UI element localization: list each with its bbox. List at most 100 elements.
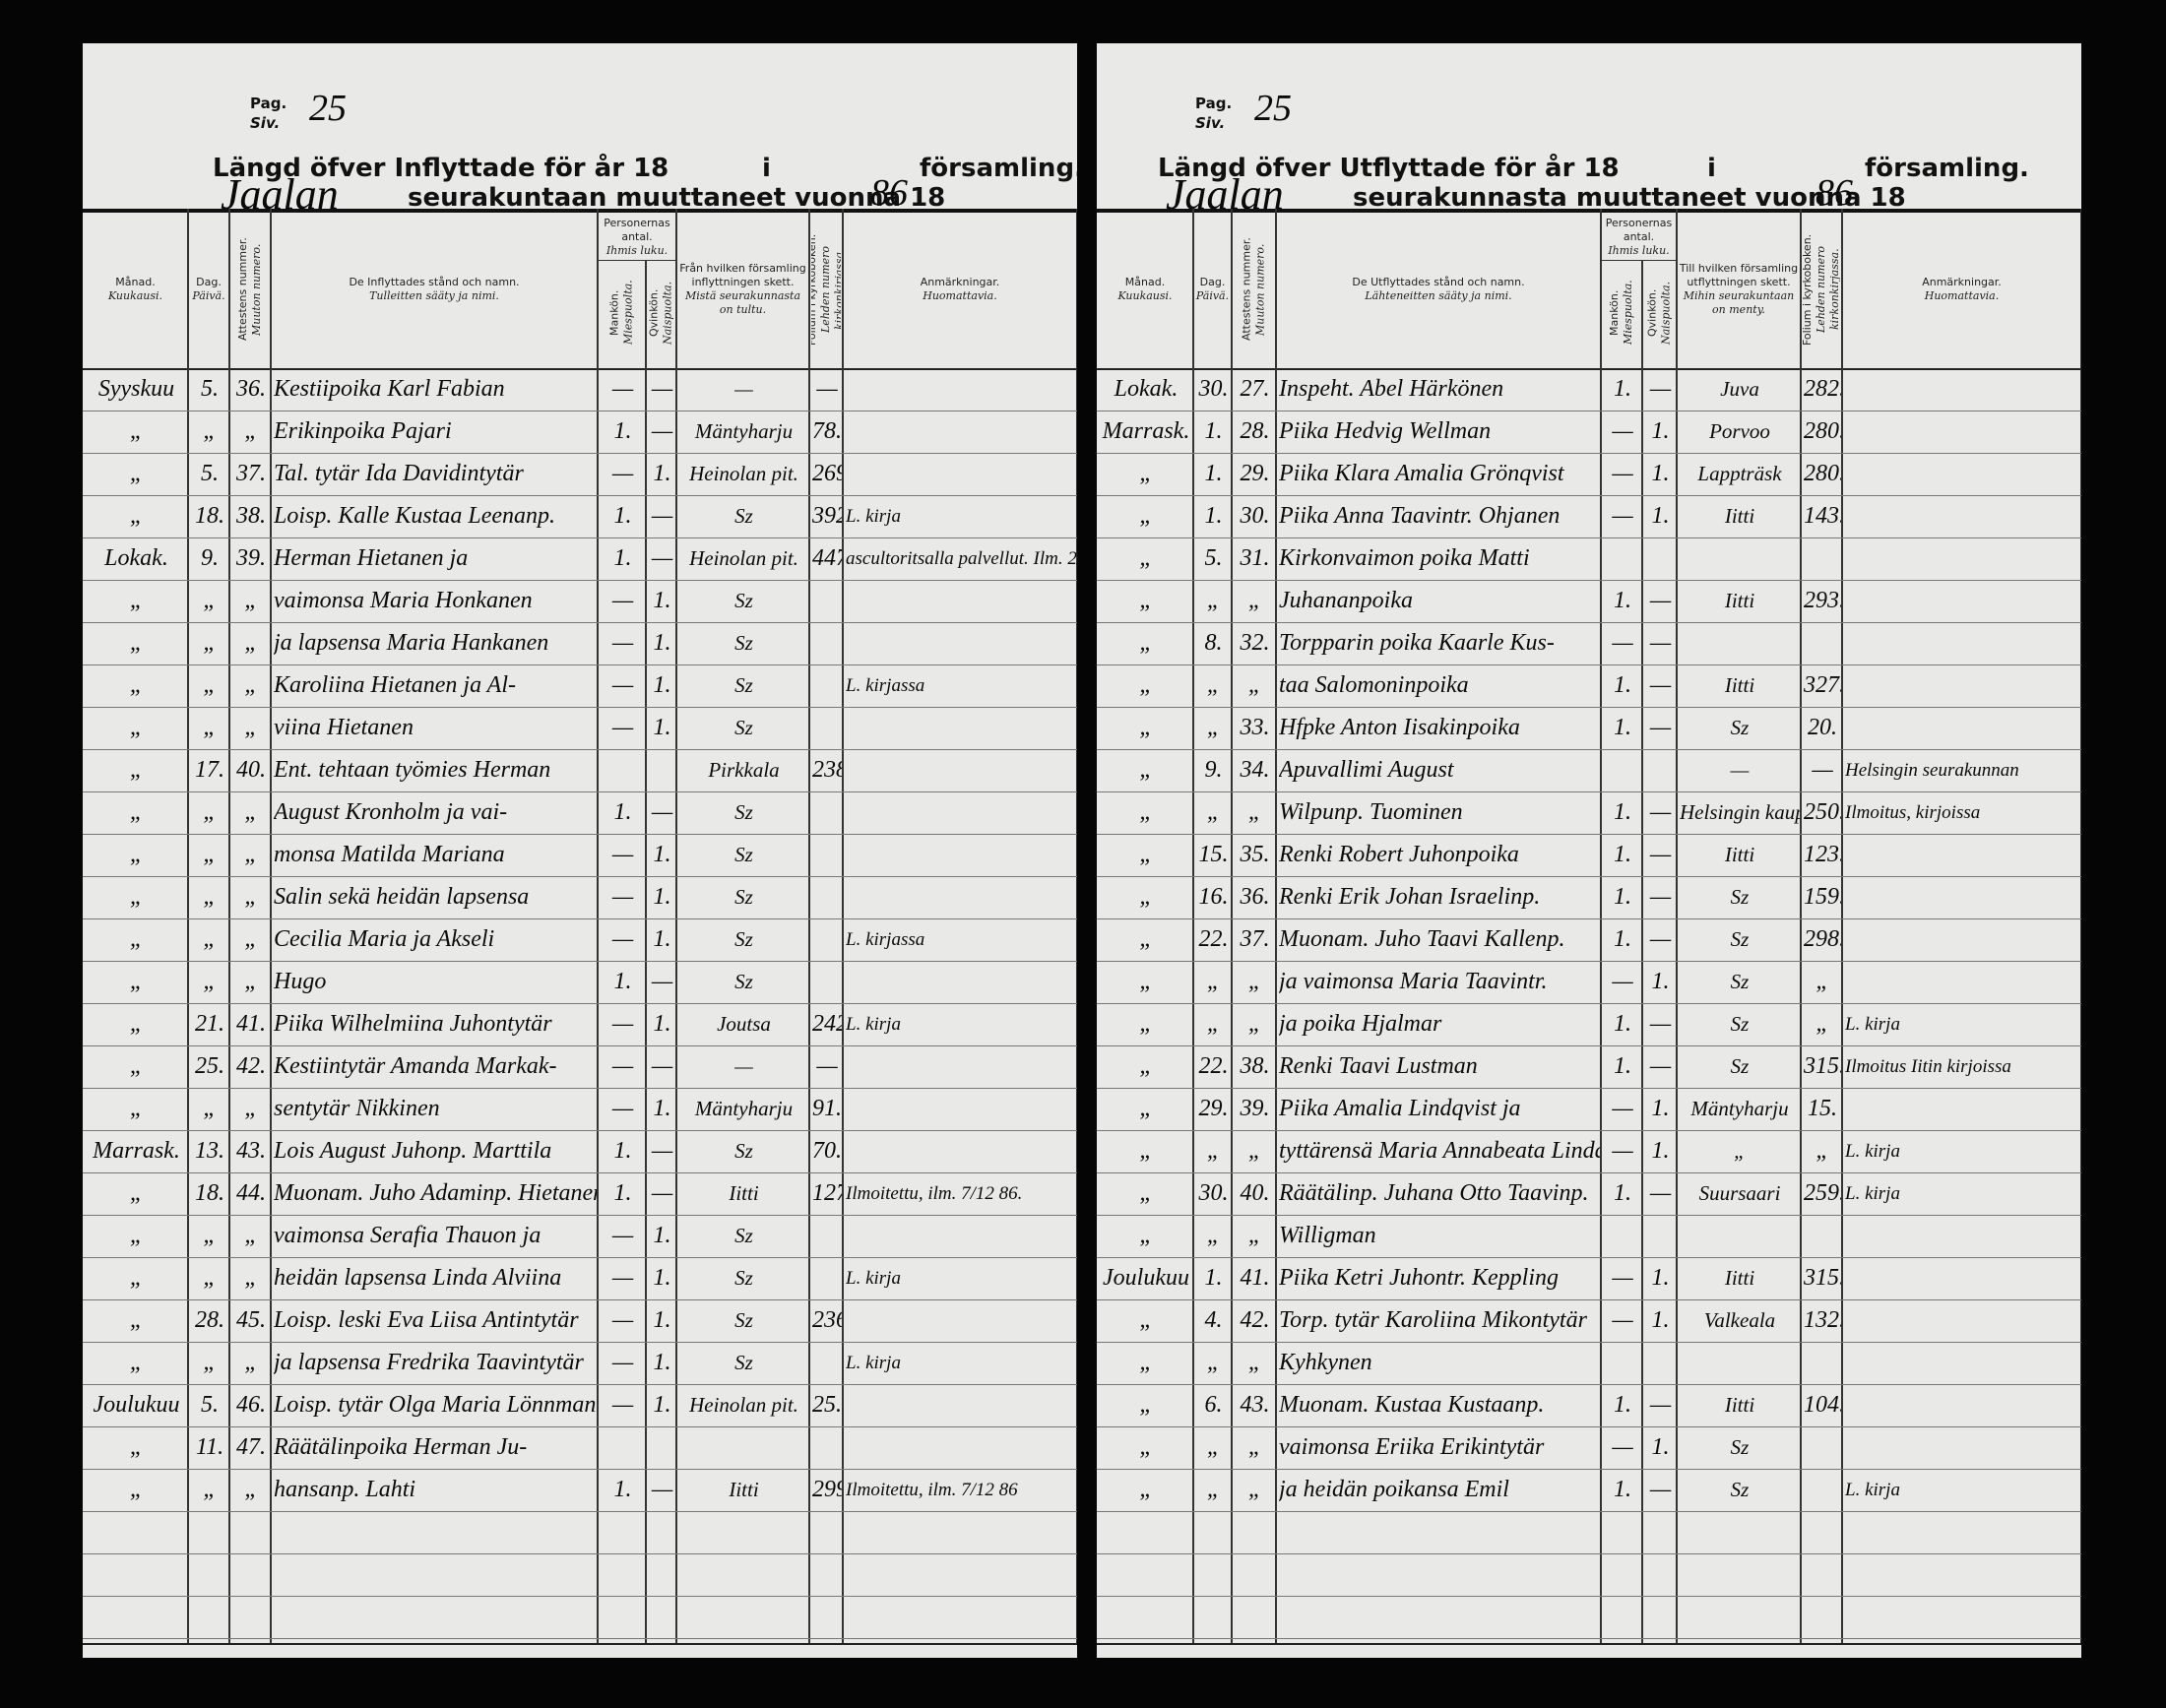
entry-cell: „ [203,1350,217,1375]
entry-cell: Sz [734,970,753,993]
bottom-rule [83,1643,1077,1645]
row-rule [83,1426,1077,1427]
entry-cell: 1. [1614,1053,1631,1079]
entry-cell: Salin sekä heidän lapsensa [274,884,530,910]
row-rule [1097,918,2081,919]
entry-cell: Sz [1730,1435,1750,1459]
entry-cell: Piika Ketri Juhontr. Keppling [1279,1265,1559,1291]
entry-cell: Lokak. [104,545,168,571]
entry-cell: „ [244,884,258,910]
entry-cell: — [651,418,673,444]
entry-cell: — [611,461,634,486]
subtitle: seurakunnasta muuttaneet vuonna 18 [1353,183,1906,213]
row-rule [1097,961,2081,962]
column-rule [597,209,599,1643]
entry-cell: — [651,503,673,529]
entry-cell: 15. [1198,842,1229,867]
entry-cell: 1. [1651,1096,1670,1121]
entry-cell: — [1649,1477,1672,1502]
entry-cell: „ [1206,1477,1221,1502]
entry-cell: „ [1206,672,1221,698]
entry-cell: Sz [734,885,753,909]
entry-cell: Renki Erik Johan Israelinp. [1279,884,1541,910]
entry-cell: „ [203,1477,217,1502]
column-header-fi: Miespuolta. [621,280,635,346]
entry-cell: — [1612,1138,1633,1164]
column-rule [1641,260,1643,1643]
entry-cell: vaimonsa Maria Honkanen [274,588,533,613]
column-header-sv: Till hvilken församling utflyttningen sk… [1679,262,1799,288]
entry-cell: 1. [653,630,671,656]
entry-cell: „ [203,1096,217,1121]
entry-cell: 1. [653,672,671,698]
entry-cell: L. kirja [846,1353,901,1373]
entry-cell: Lois August Juhonp. Marttila [274,1138,552,1164]
entry-cell: — [651,1053,673,1079]
entry-cell: hansanp. Lahti [274,1477,416,1502]
column-header-sv: Mankön. [1608,289,1621,336]
row-rule [1097,1342,2081,1343]
subtitle: seurakuntaan muuttaneet vuonna 18 [408,183,946,213]
row-rule [1097,1553,2081,1554]
person-group-rule [598,260,676,261]
entry-cell: „ [203,926,217,952]
entry-cell: — [651,1138,673,1164]
entry-cell: 1. [653,1350,671,1375]
entry-cell: 1. [1204,418,1223,444]
column-rule [645,260,647,1643]
entry-cell: „ [129,588,144,613]
entry-cell: — [651,376,673,402]
entry-cell: — [1812,757,1833,783]
entry-cell: „ [1247,1223,1262,1248]
column-header-fi: Kuukausi. [107,289,163,302]
entry-cell: Loisp. Kalle Kustaa Leenanp. [274,503,556,529]
column-header-fi: Naispuolta. [661,281,674,345]
column-header: Qvinkön. Naispuolta. [1644,263,1675,362]
column-header-sv: De Inflyttades stånd och namn. [349,276,520,288]
row-rule [1097,1172,2081,1173]
entry-cell: Erikinpoika Pajari [274,418,452,444]
entry-cell: „ [1139,630,1153,656]
column-rule [1600,209,1602,1643]
entry-cell: Marrask. [1102,418,1190,444]
entry-cell: L. kirja [1845,1141,1900,1162]
column-header: Dag. Päivä. [190,217,227,362]
pag-label: Pag. [1195,95,1233,112]
entry-cell: 5. [201,1392,219,1418]
column-header: Månad. Kuukausi. [85,217,186,362]
entry-cell: 1. [1614,926,1631,952]
entry-cell: „ [1247,1477,1262,1502]
entry-cell: 47. [236,1434,266,1460]
entry-cell: 447. [812,545,842,571]
person-group-sv: Personernas antal. [1605,217,1673,243]
entry-cell: 42. [1240,1307,1270,1333]
row-rule [83,664,1077,665]
entry-cell: „ [1139,884,1153,910]
entry-cell: „ [1139,799,1153,825]
entry-cell: Hugo [274,969,327,994]
entry-cell: „ [244,588,258,613]
entry-cell: Ent. tehtaan työmies Herman [274,757,551,783]
row-rule [1097,1257,2081,1258]
entry-cell: „ [129,1223,144,1248]
row-rule [83,1215,1077,1216]
entry-cell: 36. [236,376,266,402]
entry-cell: Sz [734,716,753,739]
entry-cell: Kirkonvaimon poika Matti [1279,545,1530,571]
entry-cell: 1. [1651,503,1670,529]
entry-cell: 29. [1198,1096,1229,1121]
entry-cell: „ [129,672,144,698]
entry-cell: 1. [613,503,632,529]
entry-cell: 280. [1804,461,1841,486]
entry-cell: L. kirja [1845,1183,1900,1204]
entry-cell: „ [244,418,258,444]
entry-cell: Iitti [1724,843,1755,866]
entry-cell: Apuvallimi August [1279,757,1454,783]
column-header-sv: Folium i kyrkoboken. [1803,233,1814,346]
row-rule [83,1299,1077,1300]
entry-cell: 1. [1614,588,1631,613]
entry-cell: 1. [1204,503,1223,529]
entry-cell: 1. [653,1392,671,1418]
entry-cell: 1. [1204,1265,1223,1291]
year: 86 [870,172,908,214]
